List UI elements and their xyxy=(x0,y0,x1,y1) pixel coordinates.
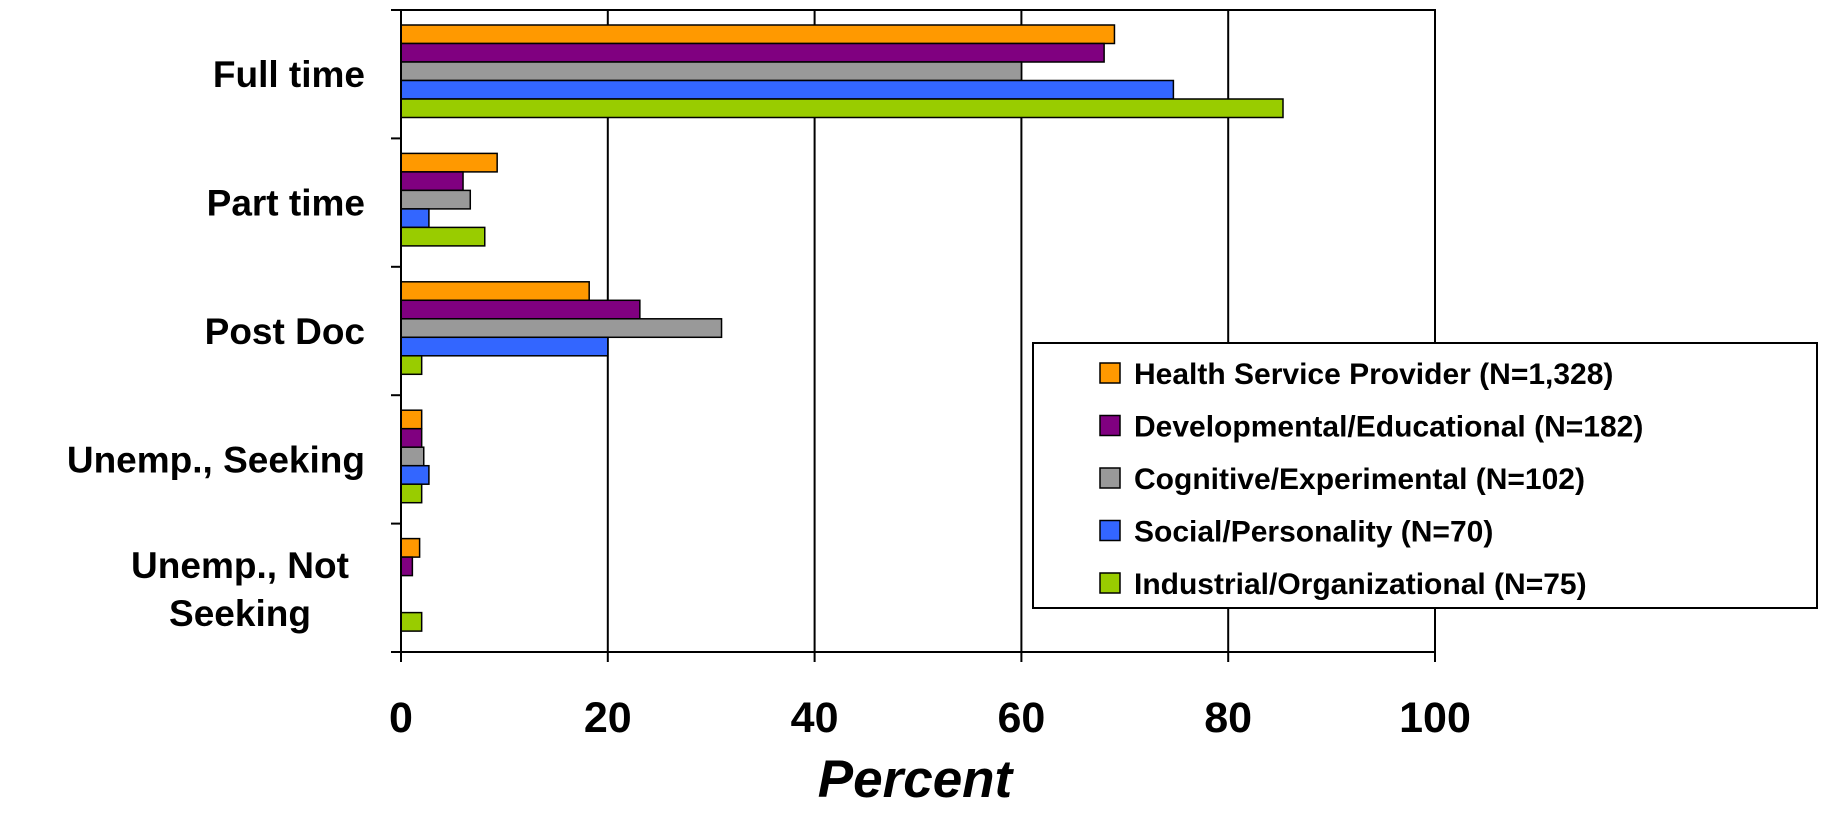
legend-box xyxy=(1032,342,1818,609)
bar xyxy=(400,409,423,430)
legend-label: Social/Personality (N=70) xyxy=(1134,516,1493,549)
x-tick-label: 40 xyxy=(791,694,839,742)
bar xyxy=(400,537,421,558)
legend-label: Cognitive/Experimental (N=102) xyxy=(1134,463,1585,496)
legend-swatch xyxy=(1099,572,1121,594)
x-tick-label: 80 xyxy=(1204,694,1252,742)
legend-label: Health Service Provider (N=1,328) xyxy=(1134,358,1613,391)
bar xyxy=(400,226,486,247)
bar xyxy=(400,318,723,339)
legend: Health Service Provider (N=1,328) Develop… xyxy=(1032,342,1818,609)
bar xyxy=(400,336,609,357)
bar xyxy=(400,464,430,485)
bar xyxy=(400,281,590,302)
category-label: Post Doc xyxy=(205,311,365,352)
bar xyxy=(400,611,423,632)
legend-label: Industrial/Organizational (N=75) xyxy=(1134,568,1587,601)
bar xyxy=(400,556,414,577)
bar xyxy=(400,98,1284,119)
bar xyxy=(400,42,1105,63)
bar xyxy=(400,189,472,210)
bar xyxy=(400,299,641,320)
category-label: Unemp., Not Seeking xyxy=(131,545,349,634)
x-tick-label: 100 xyxy=(1399,694,1471,742)
legend-swatch xyxy=(1099,362,1121,384)
legend-swatch xyxy=(1099,414,1121,437)
x-tick-label: 60 xyxy=(997,694,1045,742)
bar xyxy=(400,24,1116,45)
legend-swatch xyxy=(1099,467,1121,489)
bar xyxy=(400,446,425,467)
category-label: Full time xyxy=(213,54,365,95)
category-label: Part time xyxy=(207,183,365,224)
bar xyxy=(400,208,430,229)
bar xyxy=(400,427,423,448)
bar xyxy=(400,483,423,504)
bar xyxy=(400,79,1175,100)
legend-label: Developmental/Educational (N=182) xyxy=(1134,411,1643,444)
bar xyxy=(400,171,464,192)
legend-swatch xyxy=(1099,519,1121,542)
category-labels: Full time Part time Post Doc Unemp., Seekin… xyxy=(67,54,365,634)
bar xyxy=(400,355,423,376)
bars xyxy=(400,24,1284,632)
bar xyxy=(400,61,1023,82)
tick-labels: 0 20 40 60 80 100 xyxy=(389,694,1471,742)
x-tick-label: 0 xyxy=(389,694,413,742)
category-label: Unemp., Seeking xyxy=(67,439,365,480)
bar xyxy=(400,152,498,173)
x-axis-title: Percent xyxy=(818,750,1015,809)
axes xyxy=(391,9,1436,662)
x-tick-label: 20 xyxy=(584,694,632,742)
